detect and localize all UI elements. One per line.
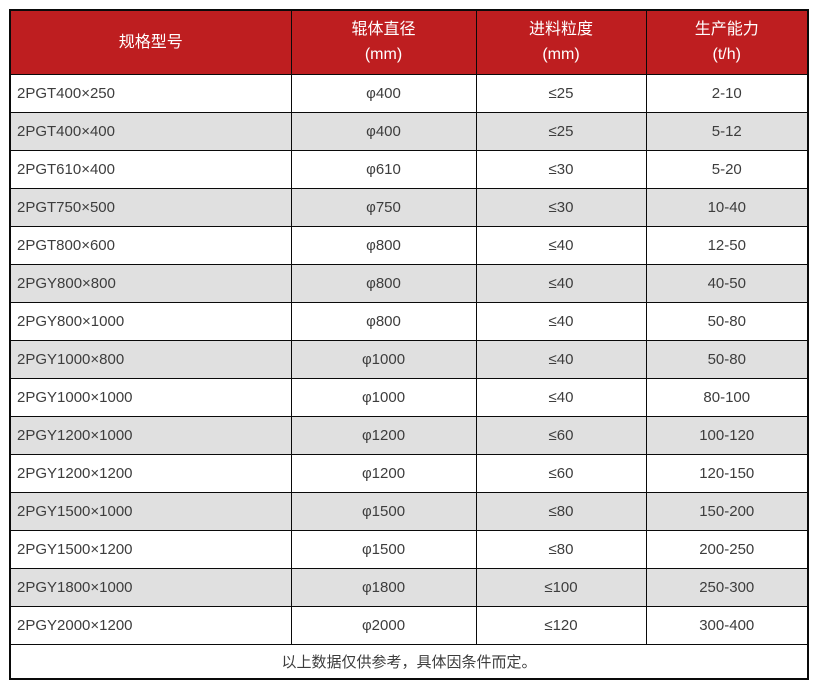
table-row: 2PGT800×600 φ800 ≤40 12-50	[9, 225, 809, 265]
table-row: 2PGY1000×1000 φ1000 ≤40 80-100	[9, 377, 809, 417]
table-row: 2PGY1800×1000 φ1800 ≤100 250-300	[9, 567, 809, 607]
diameter-cell: φ750	[290, 187, 477, 227]
capacity-cell: 2-10	[645, 73, 809, 113]
feed-size-cell: ≤100	[475, 567, 647, 607]
table-row: 2PGY2000×1200 φ2000 ≤120 300-400	[9, 605, 809, 645]
model-cell: 2PGY1500×1200	[9, 529, 292, 569]
model-cell: 2PGT750×500	[9, 187, 292, 227]
table-row: 2PGT400×250 φ400 ≤25 2-10	[9, 73, 809, 113]
diameter-cell: φ1200	[290, 415, 477, 455]
col-header-capacity: 生产能力 (t/h)	[645, 9, 809, 75]
diameter-cell: φ800	[290, 263, 477, 303]
feed-size-cell: ≤40	[475, 263, 647, 303]
model-cell: 2PGT800×600	[9, 225, 292, 265]
table-row: 2PGY1500×1200 φ1500 ≤80 200-250	[9, 529, 809, 569]
capacity-cell: 80-100	[645, 377, 809, 417]
model-cell: 2PGY1800×1000	[9, 567, 292, 607]
model-cell: 2PGT400×400	[9, 111, 292, 151]
diameter-cell: φ400	[290, 111, 477, 151]
col-header-roller-diameter: 辊体直径 (mm)	[290, 9, 477, 75]
capacity-cell: 50-80	[645, 339, 809, 379]
diameter-cell: φ800	[290, 301, 477, 341]
col-header-roller-diameter-unit: (mm)	[364, 46, 403, 64]
diameter-cell: φ1200	[290, 453, 477, 493]
table-footer: 以上数据仅供参考，具体因条件而定。	[9, 643, 809, 680]
table-header: 规格型号 辊体直径 (mm) 进料粒度 (mm) 生产能力 (t/h)	[9, 9, 809, 75]
table-body: 2PGT400×250 φ400 ≤25 2-10 2PGT400×400 φ400 ≤25…	[9, 73, 809, 645]
diameter-cell: φ400	[290, 73, 477, 113]
spec-table: 规格型号 辊体直径 (mm) 进料粒度 (mm) 生产能力 (t/h) 2PGT…	[9, 9, 809, 680]
capacity-cell: 12-50	[645, 225, 809, 265]
table-row: 2PGY1200×1200 φ1200 ≤60 120-150	[9, 453, 809, 493]
diameter-cell: φ610	[290, 149, 477, 189]
capacity-cell: 5-12	[645, 111, 809, 151]
diameter-cell: φ1500	[290, 529, 477, 569]
capacity-cell: 200-250	[645, 529, 809, 569]
model-cell: 2PGY1000×800	[9, 339, 292, 379]
model-cell: 2PGY800×800	[9, 263, 292, 303]
capacity-cell: 40-50	[645, 263, 809, 303]
table-row: 2PGY800×800 φ800 ≤40 40-50	[9, 263, 809, 303]
diameter-cell: φ2000	[290, 605, 477, 645]
feed-size-cell: ≤40	[475, 301, 647, 341]
table-row: 2PGT750×500 φ750 ≤30 10-40	[9, 187, 809, 227]
table-row: 2PGY800×1000 φ800 ≤40 50-80	[9, 301, 809, 341]
diameter-cell: φ1500	[290, 491, 477, 531]
capacity-cell: 150-200	[645, 491, 809, 531]
model-cell: 2PGY800×1000	[9, 301, 292, 341]
feed-size-cell: ≤60	[475, 453, 647, 493]
model-cell: 2PGY1000×1000	[9, 377, 292, 417]
col-header-capacity-unit: (t/h)	[712, 46, 741, 64]
model-cell: 2PGY1200×1200	[9, 453, 292, 493]
feed-size-cell: ≤25	[475, 111, 647, 151]
table-row: 2PGY1000×800 φ1000 ≤40 50-80	[9, 339, 809, 379]
capacity-cell: 100-120	[645, 415, 809, 455]
header-row: 规格型号 辊体直径 (mm) 进料粒度 (mm) 生产能力 (t/h)	[9, 9, 809, 75]
model-cell: 2PGT400×250	[9, 73, 292, 113]
col-header-feed-size-title: 进料粒度	[528, 21, 593, 39]
feed-size-cell: ≤30	[475, 187, 647, 227]
feed-size-cell: ≤40	[475, 225, 647, 265]
table-row: 2PGY1500×1000 φ1500 ≤80 150-200	[9, 491, 809, 531]
capacity-cell: 5-20	[645, 149, 809, 189]
feed-size-cell: ≤25	[475, 73, 647, 113]
col-header-roller-diameter-title: 辊体直径	[351, 21, 416, 39]
capacity-cell: 250-300	[645, 567, 809, 607]
footer-row: 以上数据仅供参考，具体因条件而定。	[9, 643, 809, 680]
capacity-cell: 10-40	[645, 187, 809, 227]
col-header-feed-size: 进料粒度 (mm)	[475, 9, 647, 75]
feed-size-cell: ≤30	[475, 149, 647, 189]
capacity-cell: 120-150	[645, 453, 809, 493]
capacity-cell: 300-400	[645, 605, 809, 645]
col-header-feed-size-unit: (mm)	[542, 46, 580, 64]
table-row: 2PGT400×400 φ400 ≤25 5-12	[9, 111, 809, 151]
model-cell: 2PGY1200×1000	[9, 415, 292, 455]
model-cell: 2PGT610×400	[9, 149, 292, 189]
diameter-cell: φ1000	[290, 377, 477, 417]
feed-size-cell: ≤80	[475, 529, 647, 569]
diameter-cell: φ800	[290, 225, 477, 265]
capacity-cell: 50-80	[645, 301, 809, 341]
feed-size-cell: ≤80	[475, 491, 647, 531]
table-row: 2PGT610×400 φ610 ≤30 5-20	[9, 149, 809, 189]
table-row: 2PGY1200×1000 φ1200 ≤60 100-120	[9, 415, 809, 455]
feed-size-cell: ≤60	[475, 415, 647, 455]
table-footnote: 以上数据仅供参考，具体因条件而定。	[9, 643, 809, 680]
feed-size-cell: ≤120	[475, 605, 647, 645]
diameter-cell: φ1800	[290, 567, 477, 607]
col-header-model-title: 规格型号	[118, 33, 183, 51]
feed-size-cell: ≤40	[475, 377, 647, 417]
model-cell: 2PGY2000×1200	[9, 605, 292, 645]
col-header-model: 规格型号	[9, 9, 292, 75]
diameter-cell: φ1000	[290, 339, 477, 379]
col-header-capacity-title: 生产能力	[694, 21, 759, 39]
model-cell: 2PGY1500×1000	[9, 491, 292, 531]
feed-size-cell: ≤40	[475, 339, 647, 379]
